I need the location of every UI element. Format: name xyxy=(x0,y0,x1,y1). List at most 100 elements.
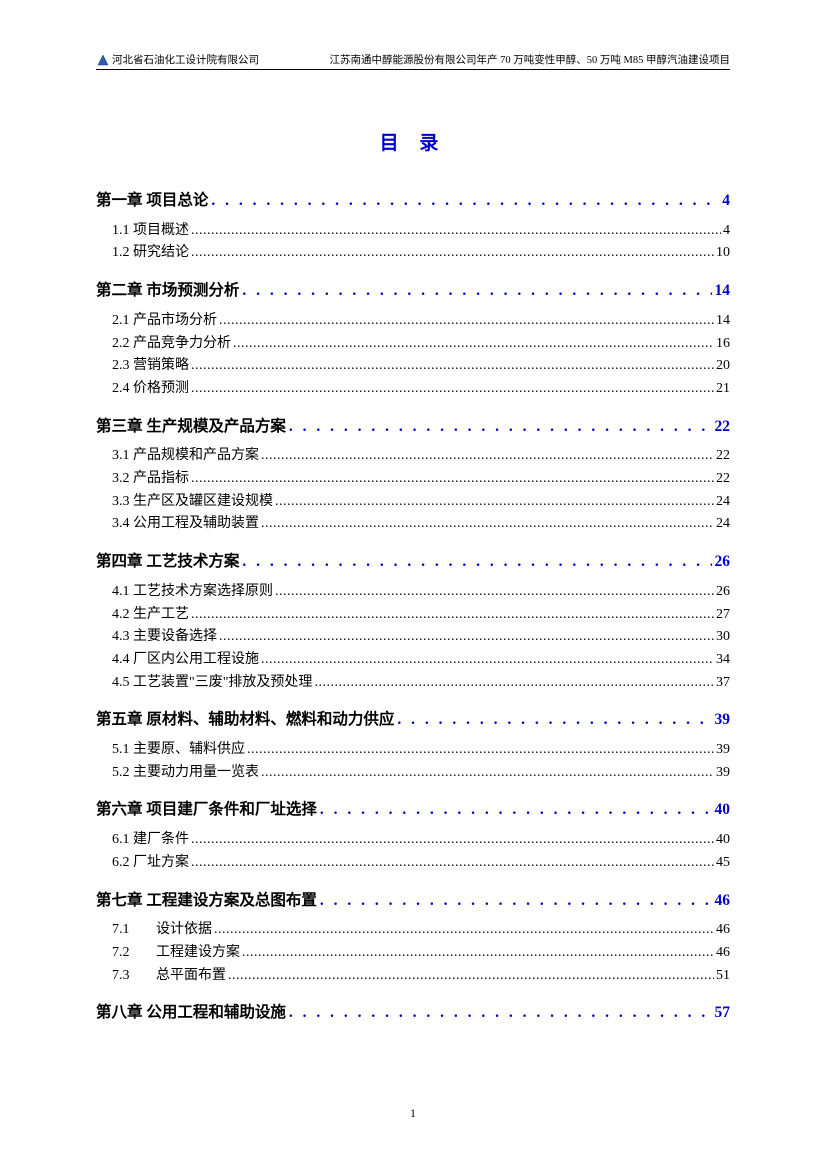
toc-dots: . . . . . . . . . . . . . . . . . . . . … xyxy=(242,550,711,575)
toc-section[interactable]: 5.1 主要原、辅料供应 ...........................… xyxy=(112,739,730,762)
toc-section-label: 7.1设计依据 xyxy=(112,919,212,942)
toc-chapter[interactable]: 第五章 原材料、辅助材料、燃料和动力供应. . . . . . . . . . … xyxy=(96,708,730,733)
toc-section[interactable]: 1.2 研究结论 ...............................… xyxy=(112,242,730,265)
toc-section-label: 1.1 项目概述 xyxy=(112,220,189,243)
toc-section-label: 6.2 厂址方案 xyxy=(112,852,189,875)
toc-chapter[interactable]: 第二章 市场预测分析. . . . . . . . . . . . . . . … xyxy=(96,279,730,304)
toc-section[interactable]: 4.5 工艺装置"三废"排放及预处理 .....................… xyxy=(112,672,730,695)
toc-section[interactable]: 3.1 产品规模和产品方案 ..........................… xyxy=(112,445,730,468)
toc-dots: ........................................… xyxy=(242,942,714,965)
toc-section-label: 2.3 营销策略 xyxy=(112,355,189,378)
toc-page: 22 xyxy=(715,415,731,440)
toc-section[interactable]: 7.3总平面布置 ...............................… xyxy=(112,965,730,988)
toc-dots: ........................................… xyxy=(233,333,714,356)
toc-dots: ........................................… xyxy=(314,672,714,695)
toc-chapter-label: 第六章 项目建厂条件和厂址选择 xyxy=(96,798,317,823)
toc-section[interactable]: 4.3 主要设备选择 .............................… xyxy=(112,626,730,649)
toc-dots: ........................................… xyxy=(191,355,714,378)
toc-dots: ........................................… xyxy=(191,242,714,265)
toc-dots: . . . . . . . . . . . . . . . . . . . . … xyxy=(211,189,719,214)
toc-page: 37 xyxy=(716,672,730,695)
toc-page: 46 xyxy=(715,889,731,914)
toc-page: 39 xyxy=(716,762,730,785)
toc-section[interactable]: 1.1 项目概述 ...............................… xyxy=(112,220,730,243)
toc-page: 27 xyxy=(716,604,730,627)
toc-page: 26 xyxy=(715,550,731,575)
toc-section[interactable]: 4.2 生产工艺 ...............................… xyxy=(112,604,730,627)
toc-chapter[interactable]: 第四章 工艺技术方案. . . . . . . . . . . . . . . … xyxy=(96,550,730,575)
toc-page: 46 xyxy=(716,919,730,942)
toc-section[interactable]: 2.2 产品竞争力分析 ............................… xyxy=(112,333,730,356)
toc-section[interactable]: 4.4 厂区内公用工程设施 ..........................… xyxy=(112,649,730,672)
toc-section[interactable]: 3.3 生产区及罐区建设规模 .........................… xyxy=(112,491,730,514)
toc-chapter[interactable]: 第七章 工程建设方案及总图布置. . . . . . . . . . . . .… xyxy=(96,889,730,914)
toc-dots: . . . . . . . . . . . . . . . . . . . . … xyxy=(289,1001,712,1026)
toc-dots: ........................................… xyxy=(191,378,714,401)
toc-chapter-label: 第一章 项目总论 xyxy=(96,189,208,214)
toc-page: 30 xyxy=(716,626,730,649)
toc-section-label: 3.4 公用工程及辅助装置 xyxy=(112,513,259,536)
toc-page: 46 xyxy=(716,942,730,965)
toc-chapter-label: 第七章 工程建设方案及总图布置 xyxy=(96,889,317,914)
toc-page: 22 xyxy=(716,445,730,468)
toc-dots: ........................................… xyxy=(219,310,714,333)
toc-dots: ........................................… xyxy=(214,919,714,942)
toc-dots: ........................................… xyxy=(191,604,714,627)
toc-dots: ........................................… xyxy=(261,513,714,536)
toc-section[interactable]: 7.1设计依据 ................................… xyxy=(112,919,730,942)
toc-section[interactable]: 6.2 厂址方案 ...............................… xyxy=(112,852,730,875)
toc-page: 57 xyxy=(715,1001,731,1026)
toc-dots: . . . . . . . . . . . . . . . . . . . . … xyxy=(289,415,712,440)
toc-page: 14 xyxy=(715,279,731,304)
toc-title: 目 录 xyxy=(96,128,730,155)
toc-page: 20 xyxy=(716,355,730,378)
toc-section-label: 3.1 产品规模和产品方案 xyxy=(112,445,259,468)
toc-section-label: 3.2 产品指标 xyxy=(112,468,189,491)
toc-page: 40 xyxy=(716,829,730,852)
header-project: 江苏南通中醇能源股份有限公司年产 70 万吨变性甲醇、50 万吨 M85 甲醇汽… xyxy=(330,52,730,67)
toc-chapter-label: 第四章 工艺技术方案 xyxy=(96,550,239,575)
toc-chapter-label: 第二章 市场预测分析 xyxy=(96,279,239,304)
toc-page: 16 xyxy=(716,333,730,356)
toc-section-label: 7.3总平面布置 xyxy=(112,965,226,988)
toc-dots: ........................................… xyxy=(191,829,714,852)
toc-section-label: 4.5 工艺装置"三废"排放及预处理 xyxy=(112,672,312,695)
toc-page: 39 xyxy=(715,708,731,733)
toc-section[interactable]: 5.2 主要动力用量一览表 ..........................… xyxy=(112,762,730,785)
toc-section[interactable]: 3.4 公用工程及辅助装置 ..........................… xyxy=(112,513,730,536)
toc-section-label: 4.1 工艺技术方案选择原则 xyxy=(112,581,273,604)
toc-section[interactable]: 2.3 营销策略 ...............................… xyxy=(112,355,730,378)
toc-section-label: 4.2 生产工艺 xyxy=(112,604,189,627)
toc-dots: ........................................… xyxy=(261,762,714,785)
toc-section[interactable]: 2.1 产品市场分析 .............................… xyxy=(112,310,730,333)
toc-section[interactable]: 7.2工程建设方案 ..............................… xyxy=(112,942,730,965)
toc-section[interactable]: 2.4 价格预测 ...............................… xyxy=(112,378,730,401)
toc-section-label: 2.4 价格预测 xyxy=(112,378,189,401)
toc-dots: . . . . . . . . . . . . . . . . . . . . … xyxy=(320,798,712,823)
toc-page: 40 xyxy=(715,798,731,823)
toc-section-label: 4.4 厂区内公用工程设施 xyxy=(112,649,259,672)
toc-section-label: 2.2 产品竞争力分析 xyxy=(112,333,231,356)
toc-page: 10 xyxy=(716,242,730,265)
toc-dots: ........................................… xyxy=(228,965,714,988)
page-number: 1 xyxy=(0,1106,826,1121)
toc-dots: ........................................… xyxy=(191,220,721,243)
toc-chapter[interactable]: 第一章 项目总论. . . . . . . . . . . . . . . . … xyxy=(96,189,730,214)
toc-dots: ........................................… xyxy=(247,739,714,762)
toc-section-label: 1.2 研究结论 xyxy=(112,242,189,265)
toc-section-label: 5.2 主要动力用量一览表 xyxy=(112,762,259,785)
toc-section[interactable]: 3.2 产品指标 ...............................… xyxy=(112,468,730,491)
toc-section[interactable]: 6.1 建厂条件 ...............................… xyxy=(112,829,730,852)
toc-chapter[interactable]: 第三章 生产规模及产品方案. . . . . . . . . . . . . .… xyxy=(96,415,730,440)
toc-dots: . . . . . . . . . . . . . . . . . . . . … xyxy=(397,708,711,733)
toc-dots: . . . . . . . . . . . . . . . . . . . . … xyxy=(320,889,712,914)
toc-section[interactable]: 4.1 工艺技术方案选择原则 .........................… xyxy=(112,581,730,604)
table-of-contents: 第一章 项目总论. . . . . . . . . . . . . . . . … xyxy=(96,189,730,1026)
toc-page: 24 xyxy=(716,513,730,536)
toc-page: 51 xyxy=(716,965,730,988)
toc-page: 24 xyxy=(716,491,730,514)
toc-page: 34 xyxy=(716,649,730,672)
toc-chapter[interactable]: 第八章 公用工程和辅助设施. . . . . . . . . . . . . .… xyxy=(96,1001,730,1026)
toc-section-label: 6.1 建厂条件 xyxy=(112,829,189,852)
toc-chapter[interactable]: 第六章 项目建厂条件和厂址选择. . . . . . . . . . . . .… xyxy=(96,798,730,823)
